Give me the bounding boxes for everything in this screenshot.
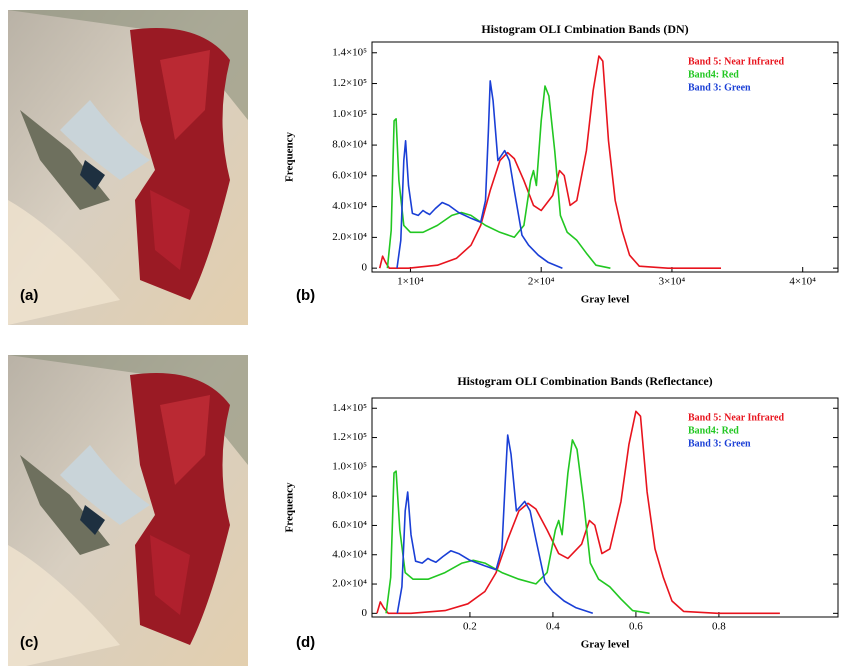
plot-frame [371,41,839,273]
y-tick-label: 1.0×10⁵ [332,108,367,120]
panel-label: (d) [296,634,315,651]
series-line [376,410,780,615]
satellite-image [8,10,248,325]
panel-label: (b) [296,287,315,304]
series-line [396,80,563,269]
x-tick-label: 0.2 [463,621,477,633]
series-line [396,434,594,615]
y-tick-label: 0 [362,262,368,274]
y-axis-label: Frequency [284,132,296,182]
x-tick-label: 0.8 [712,621,726,633]
y-tick-label: 4.0×10⁴ [332,548,367,560]
chart-title: Histogram OLI Cmbination Bands (DN) [481,22,688,36]
x-axis-label: Gray level [581,294,630,306]
y-tick-label: 2.0×10⁴ [332,578,367,590]
legend-entry: Band4: Red [688,69,739,80]
legend-entry: Band 3: Green [688,82,751,93]
legend-entry: Band 5: Near Infrared [688,412,784,423]
plot-frame [371,397,839,618]
y-tick-label: 1.0×10⁵ [332,460,367,472]
y-tick-label: 6.0×10⁴ [332,519,367,531]
panel-label: (c) [20,634,38,651]
y-tick-label: 8.0×10⁴ [332,139,367,151]
legend-entry: Band4: Red [688,425,739,436]
y-axis-label: Frequency [284,482,296,532]
y-tick-label: 1.2×10⁵ [332,431,367,443]
y-tick-label: 1.4×10⁵ [332,46,367,58]
y-tick-label: 1.4×10⁵ [332,402,367,414]
x-tick-label: 1×10⁴ [397,276,424,288]
x-axis-label: Gray level [581,639,630,651]
x-tick-label: 0.6 [629,621,643,633]
series-line [378,55,721,269]
x-tick-label: 4×10⁴ [789,276,816,288]
y-tick-label: 0 [362,607,368,619]
chart-title: Histogram OLI Combination Bands (Reflect… [457,374,712,388]
x-tick-label: 2×10⁴ [528,276,555,288]
series-line [386,85,611,269]
legend-entry: Band 5: Near Infrared [688,56,784,67]
panel-label: (a) [20,287,38,304]
series-line [385,439,650,615]
y-tick-label: 6.0×10⁴ [332,169,367,181]
y-tick-label: 1.2×10⁵ [332,77,367,89]
y-tick-label: 4.0×10⁴ [332,200,367,212]
y-tick-label: 8.0×10⁴ [332,490,367,502]
y-tick-label: 2.0×10⁴ [332,231,367,243]
x-tick-label: 3×10⁴ [659,276,686,288]
x-tick-label: 0.4 [546,621,560,633]
legend-entry: Band 3: Green [688,438,751,449]
